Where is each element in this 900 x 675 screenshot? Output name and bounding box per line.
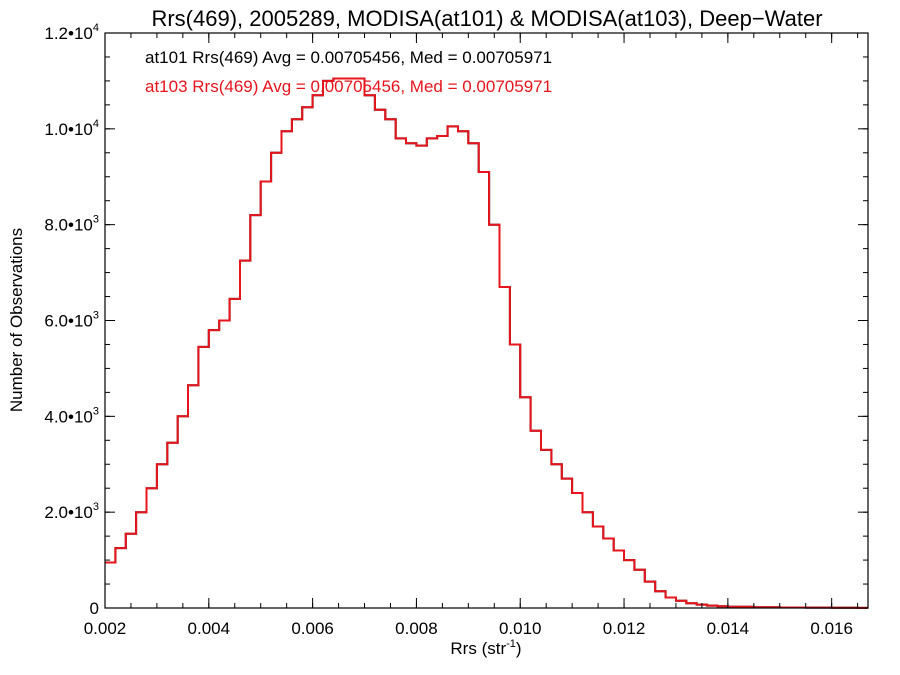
x-tick-label: 0.014 xyxy=(707,619,750,638)
x-axis-label: Rrs (str-1) xyxy=(450,638,521,658)
x-tick-label: 0.008 xyxy=(395,619,438,638)
x-tick-label: 0.004 xyxy=(188,619,231,638)
y-tick-label: 6.0•103 xyxy=(44,310,99,331)
y-tick-label: 2.0•103 xyxy=(44,501,99,522)
series-line-at103 xyxy=(105,77,868,609)
plot-series xyxy=(105,77,868,609)
x-axis-label-text: Rrs (str xyxy=(450,639,506,658)
x-tick-label: 0.016 xyxy=(810,619,853,638)
y-axis-label: Number of Observations xyxy=(7,228,26,412)
x-tick-label: 0.002 xyxy=(84,619,127,638)
chart-title: Rrs(469), 2005289, MODISA(at101) & MODIS… xyxy=(151,6,822,31)
x-tick-label: 0.010 xyxy=(499,619,542,638)
x-axis: 0.002 0.004 0.006 0.008 0.010 0.012 0.014 0.016 xyxy=(84,33,859,638)
legend-text-at103: at103 Rrs(469) Avg = 0.00705456, Med = 0… xyxy=(145,77,552,96)
y-tick-label: 1.2•104 xyxy=(44,22,99,43)
y-tick-label: 0 xyxy=(90,599,99,618)
x-tick-label: 0.006 xyxy=(291,619,334,638)
x-axis-label-superscript: -1 xyxy=(506,638,516,650)
y-axis: 0 2.0•103 4.0•103 6.0•103 8.0•103 1.0•104 1.2•… xyxy=(44,22,868,618)
legend-text-at101: at101 Rrs(469) Avg = 0.00705456, Med = 0… xyxy=(145,48,552,67)
x-tick-label: 0.012 xyxy=(603,619,646,638)
y-tick-label: 8.0•103 xyxy=(44,214,99,235)
y-tick-label: 4.0•103 xyxy=(44,405,99,426)
x-axis-label-end: ) xyxy=(516,639,522,658)
y-tick-label: 1.0•104 xyxy=(44,118,99,139)
